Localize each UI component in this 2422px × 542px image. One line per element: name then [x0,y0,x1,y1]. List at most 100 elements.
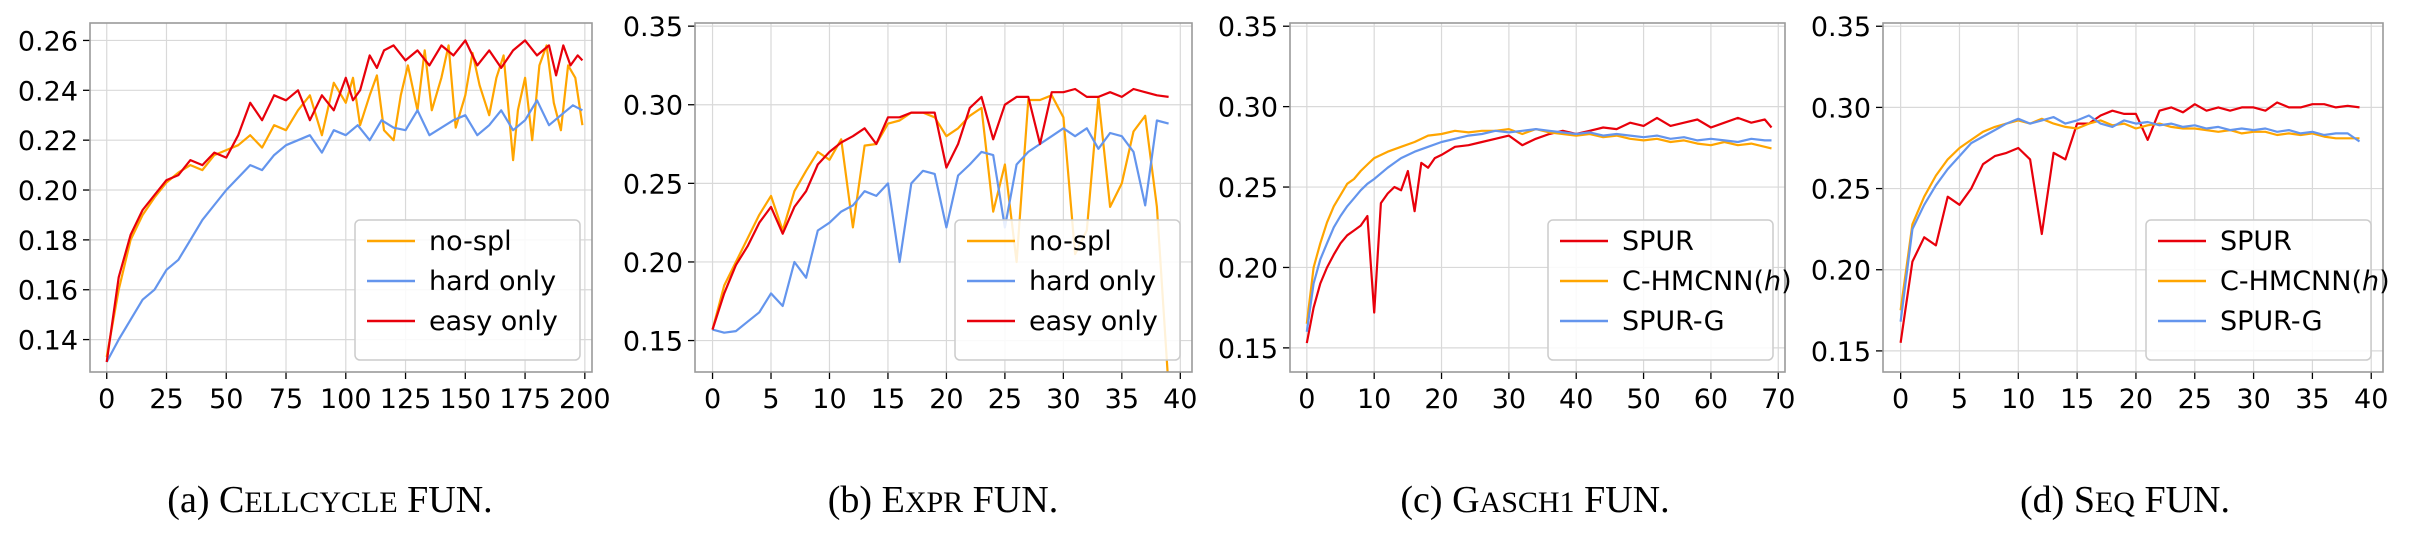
x-tick-label: 40 [1559,384,1593,415]
y-tick-label: 0.20 [1811,256,1871,287]
x-tick-label: 0 [1892,384,1909,415]
x-tick-label: 20 [1424,384,1458,415]
legend-label: C-HMCNN(h) [1622,266,1792,297]
y-tick-label: 0.20 [18,176,78,207]
series-group [105,39,584,363]
x-tick-label: 175 [499,384,551,415]
y-tick-label: 0.18 [18,226,78,257]
legend-box [354,219,581,361]
legend-label: SPUR [2220,226,2292,257]
x-tick-label: 10 [1357,384,1391,415]
y-tick-label: 0.16 [18,276,78,307]
y-tick-label: 0.14 [18,326,78,357]
legend-label: SPUR-G [1622,306,1725,337]
y-tick-label: 0.15 [1218,334,1278,365]
legend-label: SPUR-G [2220,306,2323,337]
legend-label: no-spl [1029,226,1112,257]
x-tick-label: 150 [440,384,492,415]
x-tick-label: 30 [2236,384,2270,415]
y-tick-label: 0.35 [623,12,683,43]
x-tick-label: 200 [559,384,611,415]
y-tick-label: 0.30 [1811,93,1871,124]
legend-label: hard only [429,266,556,297]
plot-frame [694,22,1193,373]
x-tick-label: 15 [2060,384,2094,415]
x-tick-label: 75 [269,384,303,415]
x-tick-label: 30 [1492,384,1526,415]
legend-label: easy only [1029,306,1158,337]
plot-frame [1882,22,2384,373]
y-tick-label: 0.35 [1218,12,1278,43]
plot-frame [89,22,593,373]
legend-box [954,219,1181,361]
series-line-spur [1305,116,1773,344]
legend-box [1547,219,1774,361]
plot-frame [1289,22,1786,373]
x-tick-label: 10 [2001,384,2035,415]
series-line-no-spl [711,94,1169,372]
legend-label: hard only [1029,266,1156,297]
x-tick-label: 25 [988,384,1022,415]
x-tick-label: 30 [1046,384,1080,415]
x-tick-label: 35 [2295,384,2329,415]
legend-label: no-spl [429,226,512,257]
legend: SPUR C-HMCNN(h) SPUR-G [2145,219,2390,361]
series-line-hard-only [105,99,583,363]
y-tick-label: 0.22 [18,126,78,157]
series-line-spur [1899,101,2360,343]
series-line-c-hmcnn-h- [1305,128,1772,324]
x-tick-label: 20 [2119,384,2153,415]
y-tick-label: 0.26 [18,26,78,57]
x-tick-label: 125 [380,384,432,415]
legend: no-spl hard only easy only [954,219,1181,361]
y-tick-label: 0.24 [18,76,78,107]
y-tick-label: 0.25 [623,169,683,200]
chart-panel-4: 0 5 10 15 20 25 30 35 40 0.15 0.20 0.25 0.30 0.35 SPUR… [1811,12,2390,521]
y-tick-label: 0.30 [1218,93,1278,124]
series-line-easy-only [105,39,584,363]
y-tick-label: 0.15 [623,327,683,358]
chart-panel-1: 0 25 50 75 100 125 150 175 200 0.14 0.16 0.18 0.20 0.… [18,22,611,521]
y-tick-label: 0.15 [1811,337,1871,368]
x-tick-label: 25 [149,384,183,415]
x-tick-label: 5 [762,384,779,415]
series-line-hard-only [712,119,1169,334]
series-line-no-spl [105,44,584,358]
x-tick-label: 40 [2354,384,2388,415]
x-tick-label: 25 [2178,384,2212,415]
series-line-spur-g [1305,128,1772,332]
series-group [1899,101,2361,343]
subfigure-caption: (d) SEQ FUN. [2020,479,2230,521]
series-line-spur-g [1899,114,2361,322]
legend-box [2145,219,2372,361]
x-tick-label: 20 [929,384,963,415]
x-tick-label: 100 [320,384,372,415]
subfigure-caption: (a) CELLCYCLE FUN. [167,479,492,521]
x-tick-label: 10 [812,384,846,415]
x-tick-label: 50 [209,384,243,415]
series-group [1305,116,1773,344]
chart-panel-2: 0 5 10 15 20 25 30 35 40 0.15 0.20 0.25 0.30 0.35 no-s… [623,12,1198,521]
x-tick-label: 5 [1951,384,1968,415]
x-tick-label: 50 [1626,384,1660,415]
subfigure-caption: (b) EXPR FUN. [828,479,1058,521]
legend-label: easy only [429,306,558,337]
y-tick-label: 0.35 [1811,12,1871,43]
x-tick-label: 0 [98,384,115,415]
series-line-c-hmcnn-h- [1899,117,2360,311]
y-tick-label: 0.20 [623,248,683,279]
x-tick-label: 0 [704,384,721,415]
y-tick-label: 0.30 [623,91,683,122]
x-tick-label: 35 [1105,384,1139,415]
chart-panel-3: 0 10 20 30 40 50 60 70 0.15 0.20 0.25 0.30 0.35 SPUR C… [1218,12,1796,521]
series-line-easy-only [711,87,1169,330]
y-tick-label: 0.20 [1218,253,1278,284]
y-tick-label: 0.25 [1218,173,1278,204]
legend: no-spl hard only easy only [354,219,581,361]
x-tick-label: 0 [1298,384,1315,415]
y-tick-label: 0.25 [1811,175,1871,206]
x-tick-label: 70 [1761,384,1795,415]
legend-label: SPUR [1622,226,1694,257]
subfigure-caption: (c) GASCH1 FUN. [1400,479,1669,521]
